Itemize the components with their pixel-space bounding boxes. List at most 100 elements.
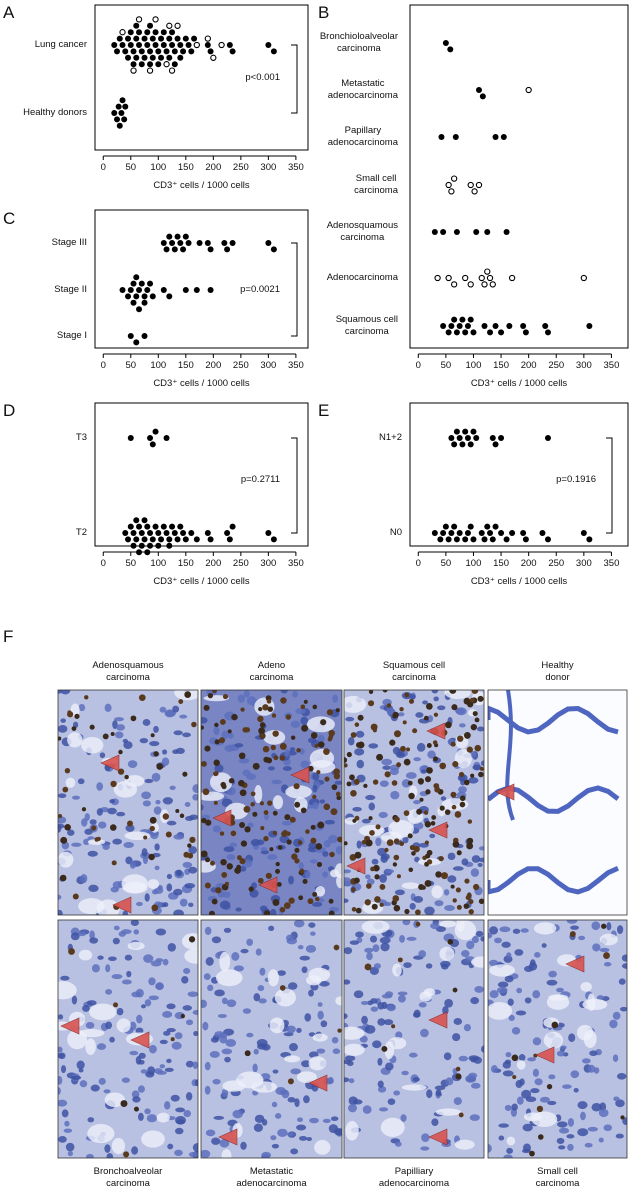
nucleus bbox=[458, 786, 467, 794]
nucleus bbox=[67, 829, 75, 836]
cd3-cell bbox=[294, 858, 300, 864]
nucleus bbox=[58, 894, 62, 900]
x-tick-label: 0 bbox=[415, 558, 421, 569]
cd3-cell bbox=[222, 694, 229, 700]
nucleus bbox=[622, 1117, 627, 1126]
lumen bbox=[104, 1092, 125, 1108]
point bbox=[229, 240, 236, 246]
alveolar-wall bbox=[488, 705, 619, 735]
cd3-cell bbox=[280, 697, 287, 704]
point bbox=[470, 329, 477, 336]
lumen bbox=[380, 1117, 405, 1137]
nucleus bbox=[556, 987, 564, 993]
cd3-cell bbox=[143, 835, 148, 840]
nucleus bbox=[226, 999, 237, 1008]
plot-frame bbox=[94, 402, 309, 547]
nucleus bbox=[344, 1055, 356, 1062]
nucleus bbox=[525, 1096, 537, 1103]
cd3-cell bbox=[408, 698, 415, 704]
cd3-cell bbox=[315, 843, 323, 850]
cd3-cell bbox=[263, 756, 270, 763]
cd3-cell bbox=[370, 723, 378, 731]
cd3-cell bbox=[290, 735, 296, 740]
nucleus bbox=[58, 1099, 68, 1107]
lumen bbox=[314, 1140, 331, 1155]
nucleus bbox=[379, 936, 391, 944]
point bbox=[171, 246, 178, 253]
nucleus bbox=[184, 883, 196, 889]
cd3-cell bbox=[287, 1078, 294, 1085]
point bbox=[503, 229, 510, 235]
nucleus bbox=[559, 1127, 570, 1134]
open-point bbox=[163, 61, 170, 68]
lumen bbox=[267, 969, 279, 987]
cd3-cell bbox=[349, 854, 357, 861]
significance-bracket bbox=[606, 437, 613, 534]
nucleus bbox=[290, 1068, 302, 1075]
panel-letter: C bbox=[3, 209, 16, 228]
point bbox=[147, 61, 154, 68]
point bbox=[451, 316, 458, 323]
point bbox=[445, 536, 452, 543]
point bbox=[115, 103, 122, 110]
nucleus bbox=[377, 1057, 383, 1066]
x-tick-label: 300 bbox=[575, 558, 592, 569]
cd3-cell bbox=[183, 851, 190, 858]
nucleus bbox=[386, 1004, 396, 1012]
cd3-cell bbox=[438, 856, 444, 862]
nucleus bbox=[344, 898, 349, 903]
nucleus bbox=[312, 902, 323, 907]
nucleus bbox=[98, 821, 107, 829]
nucleus bbox=[60, 1065, 67, 1074]
cd3-cell bbox=[386, 703, 392, 708]
category-label: T2 bbox=[75, 527, 87, 539]
cd3-cell bbox=[213, 800, 218, 805]
point bbox=[440, 323, 447, 329]
x-tick-label: 350 bbox=[603, 558, 620, 569]
cd3-cell bbox=[368, 816, 373, 821]
cd3-cell bbox=[277, 845, 283, 850]
point bbox=[171, 61, 178, 68]
point bbox=[204, 42, 211, 48]
nucleus bbox=[136, 901, 143, 907]
nucleus bbox=[498, 1135, 505, 1141]
cd3-cell bbox=[213, 771, 219, 777]
point bbox=[442, 523, 449, 530]
nucleus bbox=[140, 1069, 148, 1074]
cd3-cell bbox=[320, 719, 327, 726]
point bbox=[185, 240, 192, 246]
point bbox=[498, 530, 505, 536]
nucleus bbox=[434, 900, 444, 907]
open-point bbox=[471, 188, 478, 195]
nucleus bbox=[514, 949, 524, 956]
cd3-cell bbox=[178, 699, 184, 704]
nucleus bbox=[332, 694, 339, 703]
nucleus bbox=[107, 807, 117, 815]
nucleus bbox=[301, 1060, 311, 1068]
cd3-cell bbox=[288, 897, 295, 904]
nucleus bbox=[570, 1070, 580, 1079]
nucleus bbox=[370, 935, 378, 943]
cd3-cell bbox=[202, 788, 210, 796]
nucleus bbox=[144, 778, 154, 784]
lumen bbox=[85, 1038, 96, 1056]
nucleus bbox=[155, 799, 161, 805]
x-tick-label: 300 bbox=[260, 162, 277, 173]
nucleus bbox=[217, 1013, 227, 1018]
nucleus bbox=[377, 1002, 385, 1010]
nucleus bbox=[319, 799, 325, 804]
nucleus bbox=[386, 708, 395, 716]
cd3-cell bbox=[170, 1037, 175, 1042]
nucleus bbox=[129, 1050, 139, 1056]
nucleus bbox=[188, 1151, 198, 1158]
x-tick-label: 150 bbox=[177, 558, 194, 569]
lumen bbox=[87, 839, 106, 846]
point bbox=[149, 35, 156, 42]
nucleus bbox=[116, 1007, 124, 1016]
x-tick-label: 150 bbox=[493, 558, 509, 569]
nucleus bbox=[271, 1101, 278, 1108]
point bbox=[130, 48, 137, 55]
point bbox=[481, 323, 488, 329]
nucleus bbox=[402, 920, 411, 926]
cd3-cell bbox=[151, 904, 159, 912]
